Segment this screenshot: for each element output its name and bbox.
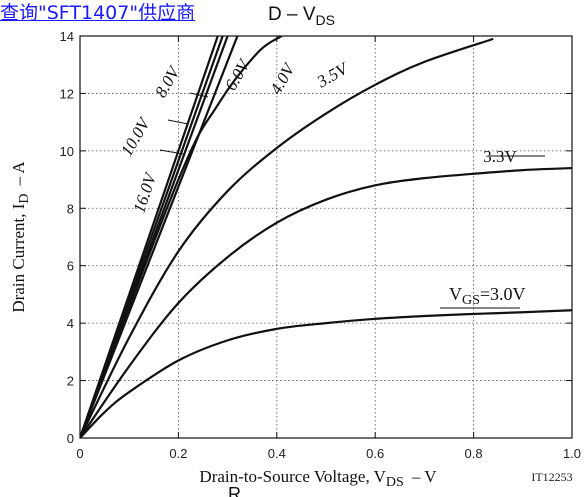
leader-line-8v xyxy=(167,119,189,125)
series-curves xyxy=(80,36,572,438)
y-tick-label: 6 xyxy=(67,259,74,274)
x-axis-label-main: Drain-to-Source Voltage, V xyxy=(199,467,386,486)
x-tick-label: 0 xyxy=(76,446,83,461)
y-tick-label: 14 xyxy=(60,29,74,44)
y-tick-label: 12 xyxy=(60,86,74,101)
plot-border xyxy=(79,35,573,439)
x-axis-label-sub: DS xyxy=(386,475,404,490)
y-axis-label-sub: D xyxy=(17,193,32,203)
series-line-4-0v xyxy=(80,36,283,438)
supplier-query-link[interactable]: 查询"SFT1407"供应商 xyxy=(0,2,196,24)
x-axis-label-unit: – V xyxy=(411,467,437,486)
label-vgs-v: V xyxy=(449,284,462,304)
x-tick-label: 1.0 xyxy=(563,446,581,461)
x-tick-label: 0.6 xyxy=(366,446,384,461)
y-tick-label: 10 xyxy=(60,144,74,159)
y-tick-label: 4 xyxy=(67,316,74,331)
x-tick-label: 0.4 xyxy=(268,446,286,461)
grid xyxy=(80,36,572,438)
label-3-5v: 3.5V xyxy=(313,58,353,92)
footer-fragment: R xyxy=(228,484,241,497)
y-axis-label-unit: – A xyxy=(9,161,28,187)
series-line-vgs-3-0v xyxy=(80,309,572,438)
y-tick-label: 0 xyxy=(67,431,74,446)
chart-title: D – VDS xyxy=(268,4,335,28)
axis-labels: Drain-to-Source Voltage, VDS – V IT12253 Dr… xyxy=(9,161,573,497)
label-vgs-value: =3.0V xyxy=(480,284,526,304)
label-vgs-3v: VGS=3.0V xyxy=(449,284,526,308)
y-axis-label: Drain Current, ID – A xyxy=(9,161,32,313)
leader-line-8v-b xyxy=(189,92,209,98)
plot-frame xyxy=(79,35,573,439)
y-tick-label: 8 xyxy=(67,201,74,216)
x-axis-label: Drain-to-Source Voltage, VDS – V xyxy=(199,467,437,490)
label-4-0v: 4.0V xyxy=(266,59,300,98)
series-line-3-3v xyxy=(80,166,572,438)
x-tick-label: 0.2 xyxy=(169,446,187,461)
figure-id: IT12253 xyxy=(531,470,572,484)
chart-title-main: D – V xyxy=(268,4,316,25)
label-vgs-sub: GS xyxy=(462,293,480,308)
series-group xyxy=(80,36,572,438)
axis-ticks: 0 0.2 0.4 0.6 0.8 1.0 0 2 4 6 8 10 12 14 xyxy=(60,29,582,461)
x-tick-label: 0.8 xyxy=(465,446,483,461)
label-8-0v: 8.0V xyxy=(151,62,185,101)
y-tick-label: 2 xyxy=(67,374,74,389)
leader-line-10v xyxy=(159,149,184,155)
label-10-0v: 10.0V xyxy=(117,113,155,160)
y-axis-label-main: Drain Current, I xyxy=(9,203,28,312)
series-line-3-5v xyxy=(80,37,494,438)
chart-title-sub: DS xyxy=(315,11,335,28)
